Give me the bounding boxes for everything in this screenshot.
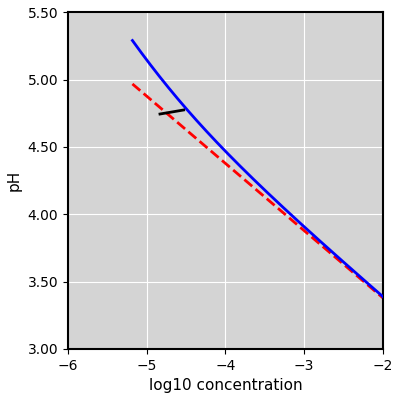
- X-axis label: log10 concentration: log10 concentration: [148, 378, 302, 393]
- Y-axis label: pH: pH: [7, 170, 22, 191]
